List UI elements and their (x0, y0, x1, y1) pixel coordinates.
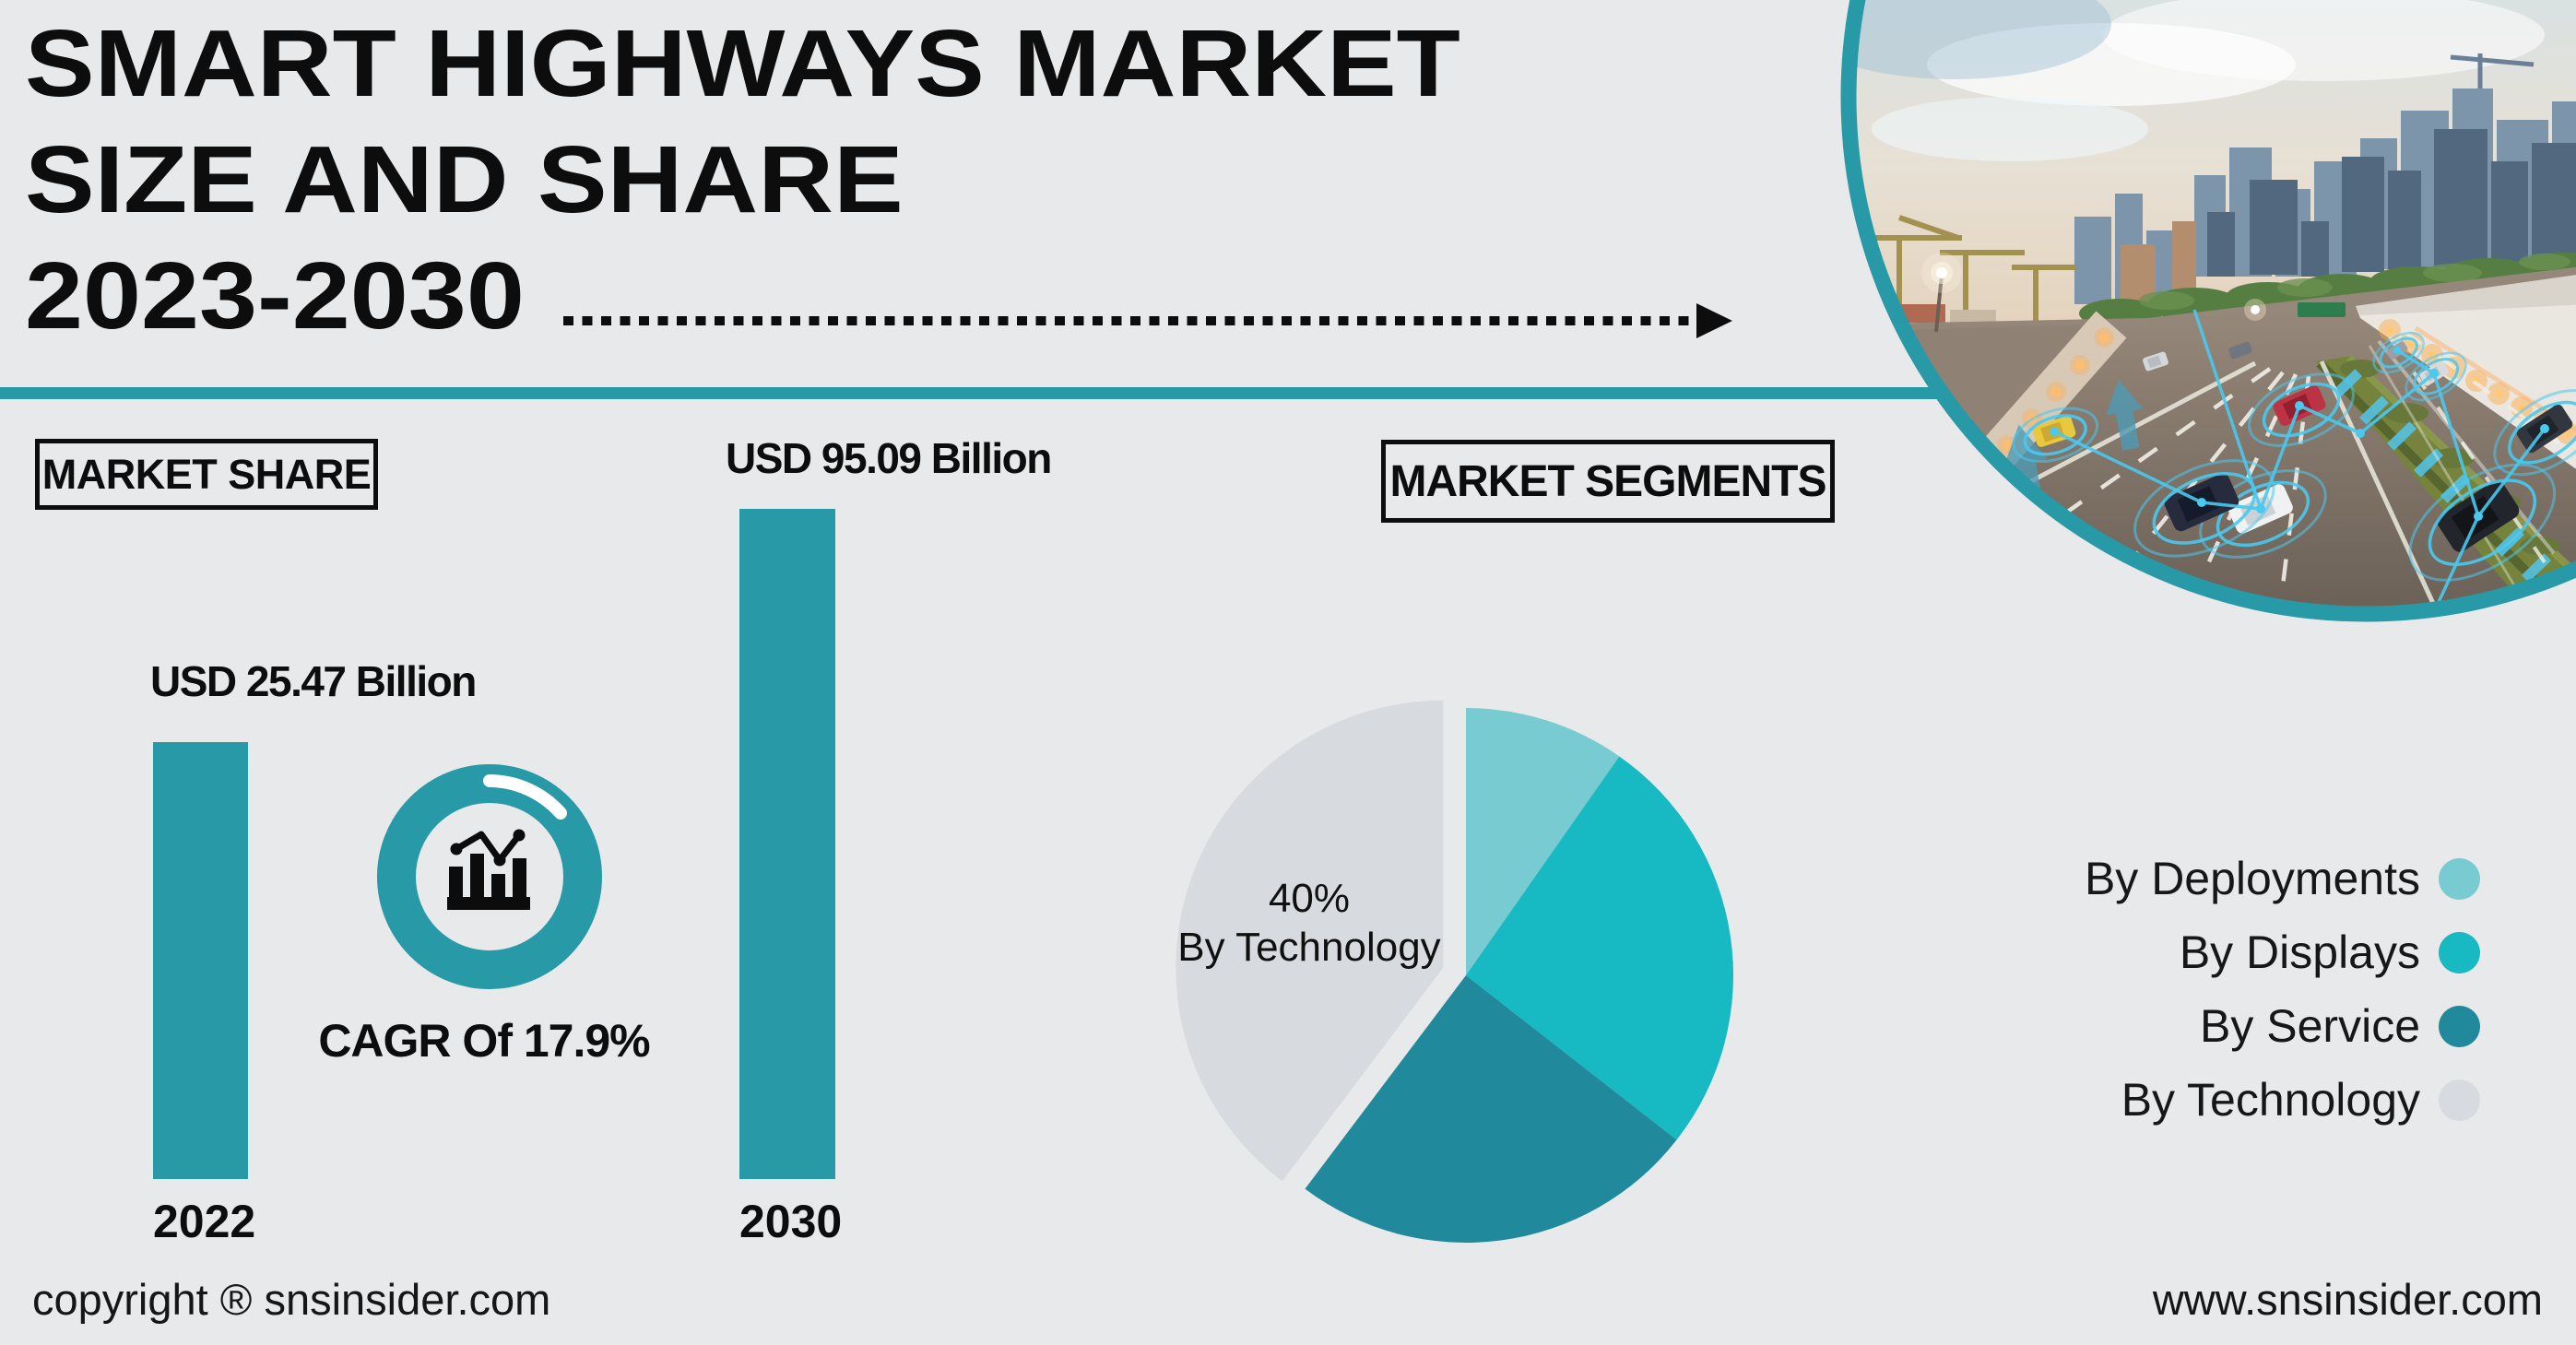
bar-value-label-2022: USD 25.47 Billion (150, 657, 477, 705)
hero-circle-rim (1840, 0, 2576, 622)
market-share-badge-label: MARKET SHARE (41, 450, 372, 498)
pie-slice-by-displays (1466, 756, 1733, 1140)
bar-value-label-2030: USD 95.09 Billion (726, 434, 1052, 482)
legend-label: By Service (2200, 1000, 2420, 1052)
pie-legend: By Deployments By Displays By Service By… (2085, 842, 2480, 1137)
pie-slice-by-technology (1176, 700, 1444, 1182)
market-segments-badge: MARKET SEGMENTS (1381, 440, 1835, 523)
bar-category-2030: 2030 (739, 1196, 843, 1247)
legend-dot-by-technology (2439, 1079, 2480, 1121)
copyright-text: copyright ® snsinsider.com (32, 1275, 551, 1324)
legend-label: By Technology (2121, 1074, 2420, 1126)
title-line-1: SMART HIGHWAYS MARKET (25, 10, 1460, 116)
pie-slice-by-deployments (1466, 708, 1620, 975)
legend-item-by-technology: By Technology (2085, 1063, 2480, 1137)
website-url: www.snsinsider.com (2152, 1275, 2543, 1324)
legend-item-by-displays: By Displays (2085, 915, 2480, 989)
bar-2030 (739, 509, 835, 1179)
market-segments-pie-chart (1176, 700, 1733, 1243)
market-share-badge: MARKET SHARE (35, 439, 378, 510)
legend-dot-by-deployments (2439, 857, 2480, 900)
pie-slice-callout: 40% By Technology (1125, 874, 1494, 972)
legend-dot-by-displays (2439, 931, 2480, 973)
bar-category-2022: 2022 (153, 1196, 256, 1247)
highway-photo-scene (1856, 0, 2576, 607)
pie-callout-percent: 40% (1268, 876, 1351, 921)
dashed-arrow-icon (563, 303, 1732, 338)
wall-lamps (2379, 319, 2576, 444)
legend-dot-by-service (2439, 1005, 2480, 1047)
legend-label: By Deployments (2084, 853, 2420, 904)
pie-slice-by-service (1305, 975, 1677, 1243)
legend-item-by-service: By Service (2085, 989, 2480, 1063)
connected-cars (2012, 331, 2576, 582)
legend-item-by-deployments: By Deployments (2085, 842, 2480, 915)
cagr-ring-badge (377, 764, 602, 989)
page-title: SMART HIGHWAYS MARKET SIZE AND SHARE 202… (25, 6, 1460, 354)
pie-callout-segment: By Technology (1177, 925, 1441, 970)
market-segments-badge-label: MARKET SEGMENTS (1389, 456, 1826, 506)
cagr-label: CAGR Of 17.9% (318, 1015, 650, 1067)
title-line-3: 2023-2030 (25, 242, 525, 348)
teal-divider (0, 387, 2576, 399)
title-line-2: SIZE AND SHARE (25, 126, 904, 232)
bar-2022 (153, 742, 248, 1179)
legend-label: By Displays (2179, 926, 2420, 978)
growth-chart-icon (447, 829, 530, 910)
